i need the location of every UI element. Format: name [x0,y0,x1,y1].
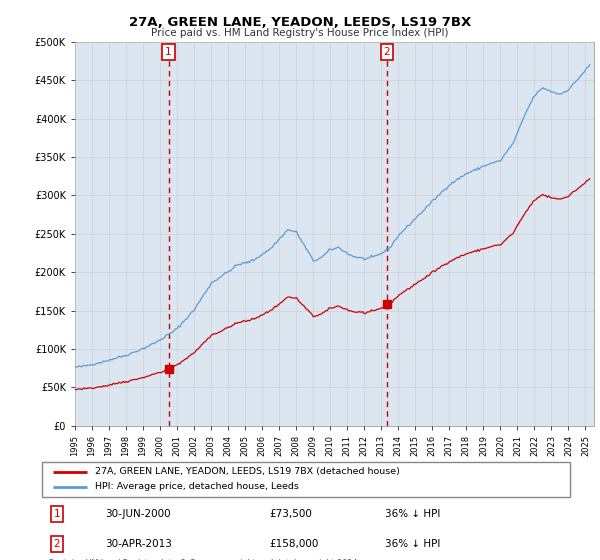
Text: 27A, GREEN LANE, YEADON, LEEDS, LS19 7BX (detached house): 27A, GREEN LANE, YEADON, LEEDS, LS19 7BX… [95,467,400,476]
Text: 1: 1 [53,509,60,519]
Text: 27A, GREEN LANE, YEADON, LEEDS, LS19 7BX: 27A, GREEN LANE, YEADON, LEEDS, LS19 7BX [129,16,471,29]
Text: 30-APR-2013: 30-APR-2013 [106,539,172,549]
Text: 1: 1 [165,46,172,57]
Text: 36% ↓ HPI: 36% ↓ HPI [385,509,440,519]
Text: £73,500: £73,500 [269,509,312,519]
Text: 30-JUN-2000: 30-JUN-2000 [106,509,171,519]
Text: Contains HM Land Registry data © Crown copyright and database right 2024.
This d: Contains HM Land Registry data © Crown c… [48,559,360,560]
Text: £158,000: £158,000 [269,539,319,549]
Text: 2: 2 [53,539,60,549]
Text: HPI: Average price, detached house, Leeds: HPI: Average price, detached house, Leed… [95,483,299,492]
Text: 36% ↓ HPI: 36% ↓ HPI [385,539,440,549]
Text: Price paid vs. HM Land Registry's House Price Index (HPI): Price paid vs. HM Land Registry's House … [151,28,449,38]
Text: 2: 2 [383,46,390,57]
